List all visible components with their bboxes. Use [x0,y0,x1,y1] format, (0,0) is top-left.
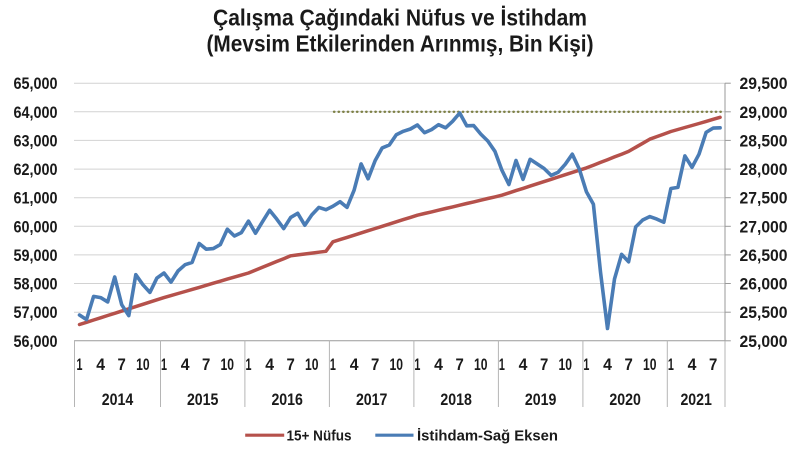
svg-text:58,000: 58,000 [14,276,58,294]
svg-text:62,000: 62,000 [14,161,58,179]
svg-text:1: 1 [668,356,674,374]
svg-text:4: 4 [519,356,529,374]
svg-text:26,500: 26,500 [740,247,788,265]
svg-text:25,000: 25,000 [740,333,788,351]
svg-text:2014: 2014 [102,391,134,409]
svg-text:1: 1 [161,356,167,374]
svg-text:61,000: 61,000 [14,190,58,208]
svg-text:1: 1 [414,356,420,374]
svg-text:27,000: 27,000 [740,218,788,236]
svg-text:2015: 2015 [187,391,219,409]
svg-text:1: 1 [330,356,336,374]
svg-text:29,000: 29,000 [740,104,788,122]
svg-text:28,000: 28,000 [740,161,788,179]
svg-text:7: 7 [371,356,379,374]
svg-text:57,000: 57,000 [14,304,58,322]
svg-text:25,500: 25,500 [740,304,788,322]
svg-text:4: 4 [688,356,698,374]
svg-text:4: 4 [181,356,191,374]
svg-text:4: 4 [96,356,106,374]
svg-text:64,000: 64,000 [14,104,58,122]
svg-text:26,000: 26,000 [740,276,788,294]
svg-text:İstihdam-Sağ Eksen: İstihdam-Sağ Eksen [417,428,558,445]
svg-text:15+ Nüfus: 15+ Nüfus [287,429,352,445]
svg-text:7: 7 [624,356,632,374]
svg-text:7: 7 [456,356,464,374]
svg-text:4: 4 [434,356,444,374]
svg-text:Çalışma Çağındaki Nüfus ve İst: Çalışma Çağındaki Nüfus ve İstihdam [213,5,587,31]
svg-text:10: 10 [643,356,657,374]
svg-text:2021: 2021 [680,391,712,409]
svg-text:2020: 2020 [609,391,641,409]
svg-text:7: 7 [540,356,548,374]
svg-text:28,500: 28,500 [740,132,788,150]
svg-text:4: 4 [603,356,613,374]
svg-text:59,000: 59,000 [14,247,58,265]
svg-text:29,500: 29,500 [740,75,788,93]
svg-text:10: 10 [221,356,235,374]
svg-text:1: 1 [77,356,83,374]
svg-text:7: 7 [202,356,210,374]
svg-text:27,500: 27,500 [740,190,788,208]
svg-text:2016: 2016 [271,391,303,409]
svg-text:1: 1 [583,356,589,374]
svg-text:2017: 2017 [356,391,388,409]
svg-text:10: 10 [474,356,488,374]
svg-text:7: 7 [287,356,295,374]
svg-text:4: 4 [350,356,360,374]
svg-text:10: 10 [559,356,573,374]
svg-text:10: 10 [390,356,404,374]
svg-text:10: 10 [305,356,319,374]
svg-text:63,000: 63,000 [14,132,58,150]
svg-text:60,000: 60,000 [14,218,58,236]
svg-text:1: 1 [246,356,252,374]
svg-text:2018: 2018 [440,391,472,409]
svg-text:(Mevsim Etkilerinden Arınmış,: (Mevsim Etkilerinden Arınmış, Bin Kişi) [207,31,594,57]
svg-text:4: 4 [265,356,275,374]
svg-text:7: 7 [709,356,717,374]
svg-text:7: 7 [118,356,126,374]
svg-text:65,000: 65,000 [14,75,58,93]
svg-text:56,000: 56,000 [14,333,58,351]
svg-text:1: 1 [499,356,505,374]
svg-text:2019: 2019 [525,391,557,409]
svg-text:10: 10 [136,356,150,374]
